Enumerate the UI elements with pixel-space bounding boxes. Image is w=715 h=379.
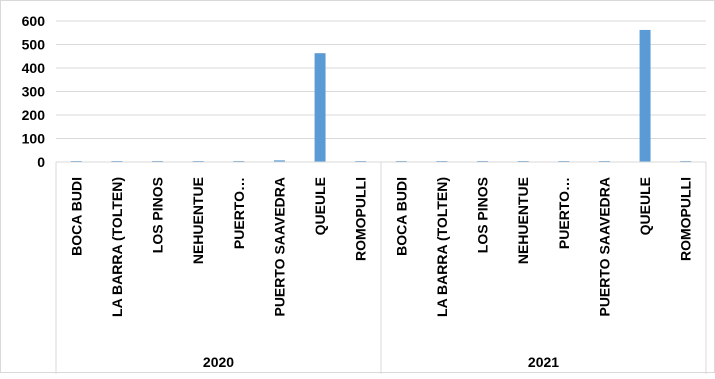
category-label: PUERTO SAAVEDRA [596,177,612,317]
y-tick-label: 600 [22,13,46,29]
group-label: 2020 [203,354,234,370]
bar [314,53,326,162]
category-label: QUEULE [637,177,653,235]
category-label: PUERTO… [556,177,572,249]
category-label: ROMOPULLI [678,177,694,261]
bar [639,29,651,163]
y-tick-label: 100 [22,131,46,147]
y-axis-ticks: 600 500 400 300 200 100 0 [22,13,46,170]
y-tick-label: 500 [22,37,46,53]
category-label: QUEULE [312,177,328,235]
category-label: NEHUENTUE [190,177,206,264]
gridlines [56,20,706,139]
x-axis-category-labels: BOCA BUDI LA BARRA (TOLTEN) LOS PINOS NEHUE… [68,177,693,317]
category-label: PUERTO… [231,177,247,249]
y-tick-label: 400 [22,60,46,76]
category-label: LA BARRA (TOLTEN) [109,177,125,317]
group-label: 2021 [528,354,559,370]
category-label: BOCA BUDI [68,177,84,256]
category-label: LA BARRA (TOLTEN) [434,177,450,317]
category-label: NEHUENTUE [515,177,531,264]
x-axis-group-labels: 2020 2021 [203,354,559,370]
y-tick-label: 300 [22,84,46,100]
y-tick-label: 200 [22,107,46,123]
bar [273,160,285,162]
y-tick-label: 0 [37,154,45,170]
axes [55,161,707,374]
bars [70,29,692,163]
category-label: LOS PINOS [475,177,491,253]
category-label: PUERTO SAAVEDRA [271,177,287,317]
category-label: ROMOPULLI [353,177,369,261]
category-label: BOCA BUDI [393,177,409,256]
category-label: LOS PINOS [150,177,166,253]
